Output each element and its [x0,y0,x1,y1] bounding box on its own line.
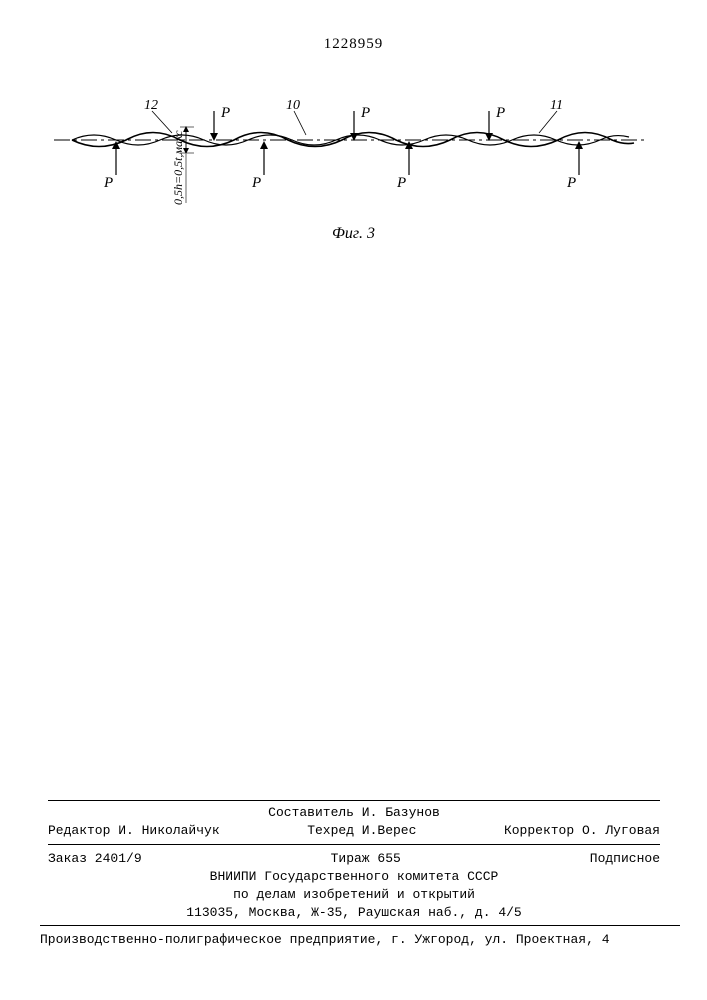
subscription: Подписное [590,850,660,868]
force-p-bot-2: P [251,141,268,191]
p-label: P [251,175,261,191]
editor: Редактор И. Николайчук [48,822,220,840]
leader-12 [152,111,172,133]
credits-row: Редактор И. Николайчук Техред И.Верес Ко… [48,822,660,840]
org-line-3: 113035, Москва, Ж-35, Раушская наб., д. … [48,904,660,922]
force-p-bot-4: P [566,141,583,191]
order-number: Заказ 2401/9 [48,850,142,868]
p-label: P [220,105,230,121]
order-row: Заказ 2401/9 Тираж 655 Подписное [48,850,660,868]
org-block: ВНИИПИ Государственного комитета СССР по… [48,868,660,923]
p-label: P [396,175,406,191]
figure-caption: Фиг. 3 [0,225,707,243]
force-p-bot-1: P [103,141,120,191]
press-line: Производственно-полиграфическое предприя… [40,932,680,947]
compiler: Составитель И. Базунов [48,804,660,822]
tirage: Тираж 655 [331,850,401,868]
force-p-top-1: P [210,105,230,141]
org-line-1: ВНИИПИ Государственного комитета СССР [48,868,660,886]
dimension: 0,5h=0,5t,макс [171,126,194,205]
ref-11: 11 [550,98,563,113]
compiler-row: Составитель И. Базунов [48,804,660,822]
rule-2 [48,844,660,845]
figure-svg: P P P P [54,95,644,225]
corrector: Корректор О. Луговая [504,822,660,840]
document-number: 1228959 [0,36,707,53]
page: 1228959 P P [0,0,707,1000]
p-label: P [495,105,505,121]
p-label: P [566,175,576,191]
rule-3 [40,925,680,926]
p-label: P [360,105,370,121]
ref-10: 10 [286,98,300,113]
org-line-2: по делам изобретений и открытий [48,886,660,904]
techred: Техред И.Верес [307,822,416,840]
leader-10 [294,111,306,135]
dimension-text: 0,5h=0,5t,макс [171,130,185,205]
p-label: P [103,175,113,191]
force-p-bot-3: P [396,141,413,191]
figure-3: P P P P [54,95,644,225]
ref-12: 12 [144,98,158,113]
leader-11 [539,111,557,133]
rule-1 [48,800,660,801]
